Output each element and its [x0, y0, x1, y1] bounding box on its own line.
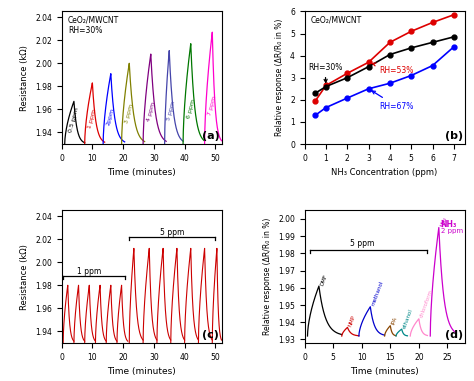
- Text: 1 ppm: 1 ppm: [87, 108, 97, 129]
- Text: chloroform: chloroform: [419, 289, 434, 319]
- X-axis label: Time (minutes): Time (minutes): [350, 367, 419, 376]
- Text: CeO₂/MWCNT
RH=30%: CeO₂/MWCNT RH=30%: [68, 15, 119, 35]
- Text: (b): (b): [446, 131, 464, 141]
- Text: 5 ppm: 5 ppm: [160, 227, 184, 237]
- Text: methanol: methanol: [371, 280, 384, 307]
- Text: RH=67%: RH=67%: [372, 91, 414, 110]
- Text: 5 ppm: 5 ppm: [350, 240, 374, 248]
- X-axis label: Time (minutes): Time (minutes): [107, 168, 176, 177]
- Text: NMP: NMP: [348, 314, 357, 327]
- Y-axis label: Resistance (kΩ): Resistance (kΩ): [20, 45, 29, 110]
- Y-axis label: Relative response (ΔR/R₀ in %): Relative response (ΔR/R₀ in %): [275, 19, 284, 136]
- Y-axis label: Relative response (ΔR/R₀ in %): Relative response (ΔR/R₀ in %): [264, 218, 273, 335]
- X-axis label: Time (minutes): Time (minutes): [107, 367, 176, 376]
- Text: 4 ppm: 4 ppm: [146, 101, 156, 122]
- Text: (a): (a): [202, 131, 220, 141]
- Text: RH=53%: RH=53%: [373, 63, 414, 75]
- Text: 2ppm: 2ppm: [106, 108, 115, 126]
- Text: ethanol: ethanol: [402, 308, 414, 329]
- Text: IPA: IPA: [391, 316, 398, 326]
- X-axis label: NH₃ Concentration (ppm): NH₃ Concentration (ppm): [331, 168, 438, 177]
- Text: 5 ppm: 5 ppm: [166, 100, 176, 121]
- Text: 6 ppm: 6 ppm: [186, 98, 196, 119]
- Text: (d): (d): [446, 330, 464, 339]
- Text: 3 ppm: 3 ppm: [124, 103, 134, 124]
- Text: 0.5 ppm: 0.5 ppm: [68, 107, 79, 133]
- Text: 1 ppm: 1 ppm: [77, 267, 101, 276]
- Text: CeO₂/MWCNT: CeO₂/MWCNT: [311, 15, 362, 24]
- Text: RH=30%: RH=30%: [308, 63, 342, 82]
- Text: NH₃: NH₃: [440, 220, 457, 229]
- Text: 2 ppm: 2 ppm: [440, 228, 463, 234]
- Text: (c): (c): [202, 330, 219, 339]
- Text: 7 ppm: 7 ppm: [207, 95, 217, 116]
- Text: NH₃: NH₃: [439, 216, 447, 227]
- Y-axis label: Resistance (kΩ): Resistance (kΩ): [20, 244, 29, 309]
- Text: DMF: DMF: [319, 273, 328, 286]
